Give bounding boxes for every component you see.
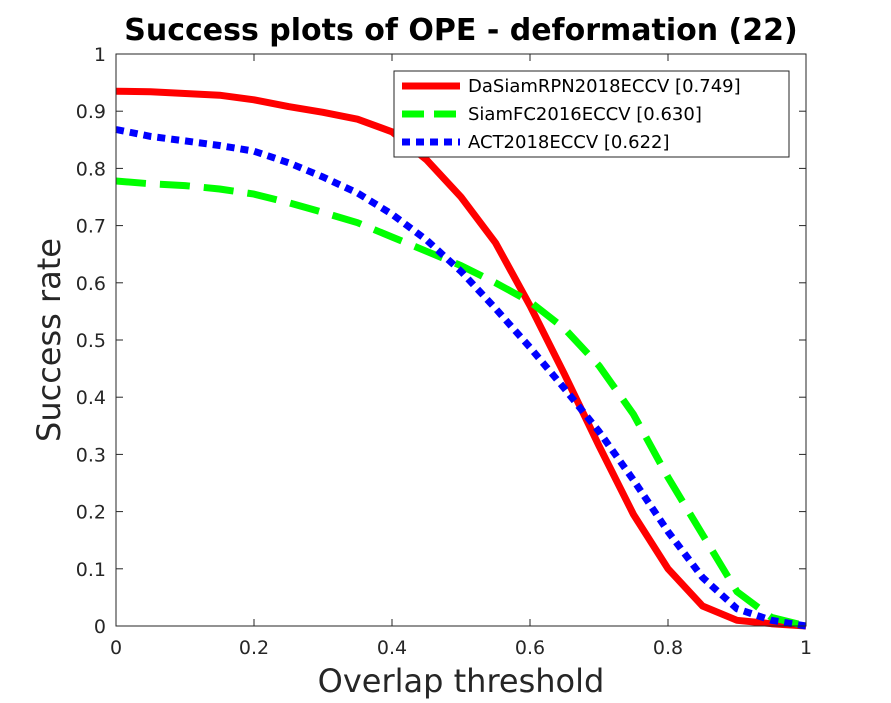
chart-title: Success plots of OPE - deformation (22) — [124, 13, 797, 48]
series-line-2 — [115, 177, 807, 630]
y-tick-label: 0.1 — [76, 559, 106, 581]
series-line-1 — [115, 87, 807, 630]
y-tick-label: 1 — [94, 44, 106, 66]
y-tick-label: 0.5 — [76, 330, 106, 352]
y-tick-label: 0.9 — [76, 101, 106, 123]
legend: DaSiamRPN2018ECCV [0.749] SiamFC2016ECCV … — [393, 70, 790, 158]
x-tick-label: 0.2 — [239, 637, 269, 659]
y-tick-label: 0.7 — [76, 216, 106, 238]
x-tick-label: 0.6 — [515, 637, 545, 659]
y-tick-label: 0 — [94, 616, 106, 638]
series-layer — [115, 87, 807, 630]
x-tick-label: 0 — [110, 637, 122, 659]
x-tick-label: 1 — [800, 637, 812, 659]
y-tick-label: 0.8 — [76, 158, 106, 180]
y-tick-label: 0.6 — [76, 273, 106, 295]
y-tick-label: 0.2 — [76, 502, 106, 524]
y-axis-label: Success rate — [30, 238, 68, 442]
legend-label-1: DaSiamRPN2018ECCV [0.749] — [468, 76, 741, 97]
x-tick-label: 0.4 — [377, 637, 407, 659]
y-tick-label: 0.4 — [76, 387, 106, 409]
legend-label-2: SiamFC2016ECCV [0.630] — [468, 104, 702, 125]
legend-label-3: ACT2018ECCV [0.622] — [468, 132, 670, 153]
series-line-3 — [115, 126, 807, 630]
x-axis-label: Overlap threshold — [318, 662, 605, 700]
x-tick-label: 0.8 — [653, 637, 683, 659]
tick-layer: 0 0.2 0.4 0.6 0.8 1 0 0.1 0.2 0.3 0.4 0.5 0.6 0.7 0.8 0… — [76, 44, 812, 659]
y-tick-label: 0.3 — [76, 444, 106, 466]
